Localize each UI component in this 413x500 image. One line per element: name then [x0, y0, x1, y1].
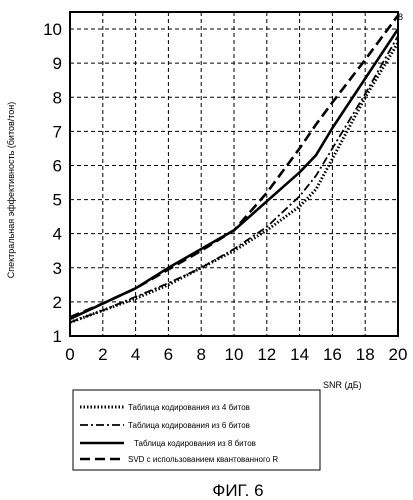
legend-label-2: Таблица кодирования из 6 битов [128, 421, 250, 430]
y-axis-label: Спектральная эффективность (битов/тон) [6, 102, 16, 278]
x-axis-label: SNR (дБ) [323, 380, 362, 390]
x-tick-label: 12 [257, 345, 276, 364]
x-tick-label: 6 [164, 345, 173, 364]
legend-label-1: Таблица кодирования из 4 битов [128, 403, 250, 412]
x-tick-label: 4 [131, 345, 140, 364]
y-tick-label: 2 [53, 293, 62, 312]
top-right-mark: 8 [398, 12, 403, 22]
y-tick-label: 10 [43, 20, 62, 39]
x-tick-label: 20 [389, 345, 408, 364]
y-tick-label: 5 [53, 191, 62, 210]
x-tick-label: 0 [65, 345, 74, 364]
x-tick-label: 2 [98, 345, 107, 364]
y-tick-label: 4 [53, 225, 62, 244]
x-tick-label: 10 [225, 345, 244, 364]
x-tick-label: 14 [290, 345, 309, 364]
y-tick-label: 1 [53, 327, 62, 346]
y-tick-label: 8 [53, 88, 62, 107]
figure-label: ФИГ. 6 [212, 481, 263, 500]
x-tick-label: 16 [323, 345, 342, 364]
y-tick-label: 7 [53, 122, 62, 141]
y-tick-label: 6 [53, 156, 62, 175]
grid [70, 12, 398, 336]
legend-label-3: Таблица кодирования из 8 битов [134, 439, 256, 448]
x-tick-label: 8 [196, 345, 205, 364]
legend-label-4: SVD с использованием квантованного R [128, 455, 278, 464]
x-tick-label: 18 [356, 345, 375, 364]
y-tick-label: 3 [53, 259, 62, 278]
y-tick-label: 9 [53, 54, 62, 73]
